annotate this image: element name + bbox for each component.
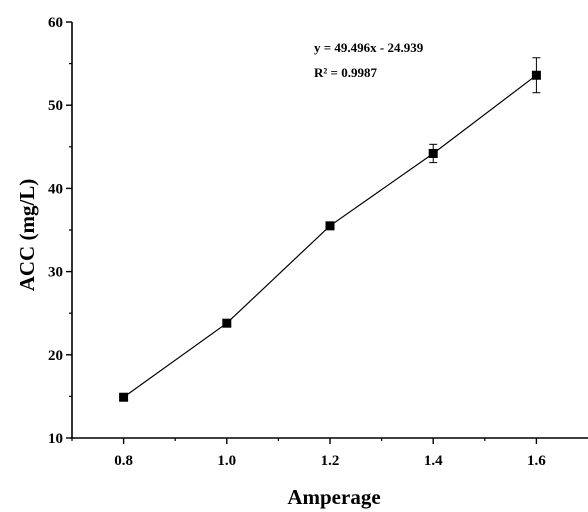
y-axis-ticks: 10 20 30 40 50 60 xyxy=(48,15,72,447)
data-point xyxy=(428,148,438,158)
x-tick-label: 1.0 xyxy=(217,453,236,469)
x-tick-label: 0.8 xyxy=(114,453,133,469)
y-tick-label: 20 xyxy=(48,348,63,364)
series-line xyxy=(123,74,537,398)
y-tick-label: 30 xyxy=(48,265,63,281)
data-point xyxy=(325,221,335,231)
x-axis-ticks: 0.8 1.0 1.2 1.4 1.6 xyxy=(71,438,546,469)
data-point xyxy=(222,318,232,328)
series-group xyxy=(119,57,541,402)
r-squared-label: R² = 0.9987 xyxy=(314,65,377,80)
y-tick-label: 40 xyxy=(48,181,63,197)
data-point xyxy=(531,70,541,80)
y-tick-label: 60 xyxy=(48,15,63,31)
y-axis-title: ACC (mg/L) xyxy=(15,179,39,292)
x-tick-label: 1.6 xyxy=(527,453,546,469)
y-tick-label: 10 xyxy=(48,431,63,447)
axes xyxy=(71,22,588,439)
x-axis-title: Amperage xyxy=(287,485,380,509)
y-tick-label: 50 xyxy=(48,98,63,114)
regression-equation: y = 49.496x - 24.939 xyxy=(314,40,424,55)
x-tick-label: 1.4 xyxy=(424,453,443,469)
x-tick-label: 1.2 xyxy=(321,453,340,469)
data-point xyxy=(119,392,129,402)
